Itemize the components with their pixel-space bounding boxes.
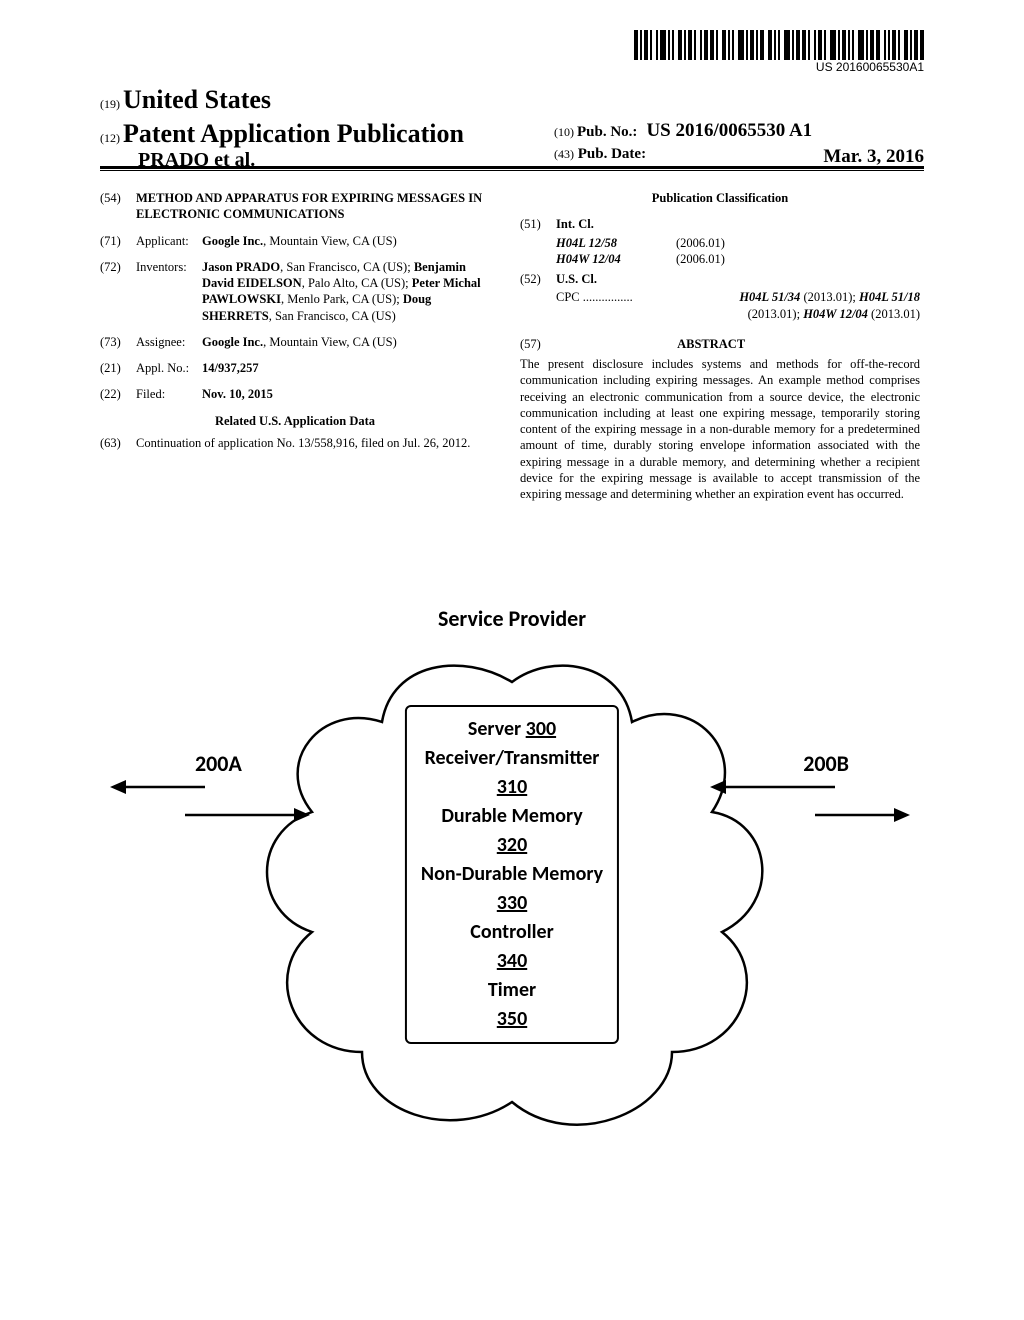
intcl-row-1: H04L 12/58 (2006.01)	[556, 235, 920, 251]
intcl-code: (51)	[520, 216, 556, 232]
applicant-value: Google Inc., Mountain View, CA (US)	[202, 233, 490, 249]
inventors-code: (72)	[100, 259, 136, 324]
cpc-3: H04W 12/04	[803, 307, 868, 321]
assignee-field: (73) Assignee: Google Inc., Mountain Vie…	[100, 334, 490, 350]
pubdate-code: (43)	[554, 147, 574, 161]
intcl-2-year: (2006.01)	[676, 251, 725, 267]
cpc-line: CPC ................ H04L 51/34 (2013.01…	[556, 289, 920, 322]
country-code: (19)	[100, 97, 120, 111]
cpc-3-year: (2013.01)	[868, 307, 920, 321]
cpc-2: H04L 51/18	[859, 290, 920, 304]
timer-num: 350	[421, 1005, 603, 1034]
pub-code: (12)	[100, 131, 120, 145]
intcl-1: H04L 12/58	[556, 236, 617, 250]
abstract-code: (57)	[520, 337, 541, 351]
filed-label: Filed:	[136, 386, 202, 402]
rxtx-row: Receiver/Transmitter	[421, 744, 603, 773]
filed-code: (22)	[100, 386, 136, 402]
assignee-label: Assignee:	[136, 334, 202, 350]
cpc-1-year: (2013.01);	[800, 290, 859, 304]
assignee-value: Google Inc., Mountain View, CA (US)	[202, 334, 490, 350]
figure-title: Service Provider	[120, 605, 904, 632]
controller-num: 340	[421, 947, 603, 976]
related-header: Related U.S. Application Data	[100, 413, 490, 429]
assignee-code: (73)	[100, 334, 136, 350]
barcode-number: US 20160065530A1	[816, 60, 924, 74]
patent-page: US 20160065530A1 (19) United States (12)…	[0, 0, 1024, 1320]
applno-value: 14/937,257	[202, 360, 490, 376]
filed-value: Nov. 10, 2015	[202, 386, 490, 402]
cpc-prefix: CPC ................	[556, 289, 633, 305]
applicant-code: (71)	[100, 233, 136, 249]
applno-code: (21)	[100, 360, 136, 376]
barcode	[634, 30, 924, 60]
inventors-value: Jason PRADO, San Francisco, CA (US); Ben…	[202, 259, 490, 324]
intcl-2: H04W 12/04	[556, 252, 621, 266]
right-node-label: 200B	[803, 750, 849, 777]
left-node-label: 200A	[195, 750, 242, 777]
divider-thick	[100, 166, 924, 169]
abstract-label: ABSTRACT	[677, 337, 745, 351]
cpc-2-year: (2013.01);	[748, 307, 804, 321]
nondurable-num: 330	[421, 889, 603, 918]
server-box: Server 300 Receiver/Transmitter 310 Dura…	[405, 705, 619, 1044]
nondurable-row: Non-Durable Memory	[421, 860, 603, 889]
applno-field: (21) Appl. No.: 14/937,257	[100, 360, 490, 376]
durable-num: 320	[421, 831, 603, 860]
durable-row: Durable Memory	[421, 802, 603, 831]
country-name: United States	[123, 85, 271, 114]
right-column: Publication Classification (51) Int. Cl.…	[520, 190, 920, 502]
controller-row: Controller	[421, 918, 603, 947]
uscl-code: (52)	[520, 271, 556, 287]
left-column: (54) METHOD AND APPARATUS FOR EXPIRING M…	[100, 190, 490, 461]
applicant-label: Applicant:	[136, 233, 202, 249]
pubdate-label: Pub. Date:	[578, 146, 646, 162]
abstract-text: The present disclosure includes systems …	[520, 356, 920, 502]
figure: Service Provider Server 300 Receiver/Tra…	[120, 605, 904, 1205]
divider-thin	[100, 170, 924, 171]
classification-header: Publication Classification	[520, 190, 920, 206]
continuation-field: (63) Continuation of application No. 13/…	[100, 435, 490, 451]
pubno-value: US 2016/0065530 A1	[646, 120, 812, 141]
pub-type: Patent Application Publication	[123, 119, 464, 148]
abstract-head-row: (57) ABSTRACT	[520, 336, 920, 352]
server-title-row: Server 300	[421, 715, 603, 744]
inventors-label: Inventors:	[136, 259, 202, 324]
filed-field: (22) Filed: Nov. 10, 2015	[100, 386, 490, 402]
intcl-label: Int. Cl.	[556, 217, 594, 231]
pubno-code: (10)	[554, 125, 574, 139]
intcl-field: (51) Int. Cl.	[520, 216, 920, 232]
pubdate-value: Mar. 3, 2016	[823, 146, 924, 168]
timer-row: Timer	[421, 976, 603, 1005]
applicant-field: (71) Applicant: Google Inc., Mountain Vi…	[100, 233, 490, 249]
continuation-code: (63)	[100, 435, 136, 451]
arrow-right-out	[810, 805, 910, 825]
arrow-left-in	[180, 805, 310, 825]
continuation-text: Continuation of application No. 13/558,9…	[136, 435, 490, 451]
uscl-label: U.S. Cl.	[556, 272, 597, 286]
rxtx-num: 310	[421, 773, 603, 802]
title-field: (54) METHOD AND APPARATUS FOR EXPIRING M…	[100, 190, 490, 223]
intcl-row-2: H04W 12/04 (2006.01)	[556, 251, 920, 267]
title-text: METHOD AND APPARATUS FOR EXPIRING MESSAG…	[136, 190, 490, 223]
uscl-field: (52) U.S. Cl.	[520, 271, 920, 287]
title-code: (54)	[100, 190, 136, 223]
applno-label: Appl. No.:	[136, 360, 202, 376]
arrow-right-in	[710, 777, 840, 797]
header-right: (10) Pub. No.: US 2016/0065530 A1 (43) P…	[554, 120, 924, 168]
inventors-field: (72) Inventors: Jason PRADO, San Francis…	[100, 259, 490, 324]
pubno-label: Pub. No.:	[577, 124, 637, 140]
arrow-left-out	[110, 777, 210, 797]
cpc-1: H04L 51/34	[739, 290, 800, 304]
intcl-1-year: (2006.01)	[676, 235, 725, 251]
